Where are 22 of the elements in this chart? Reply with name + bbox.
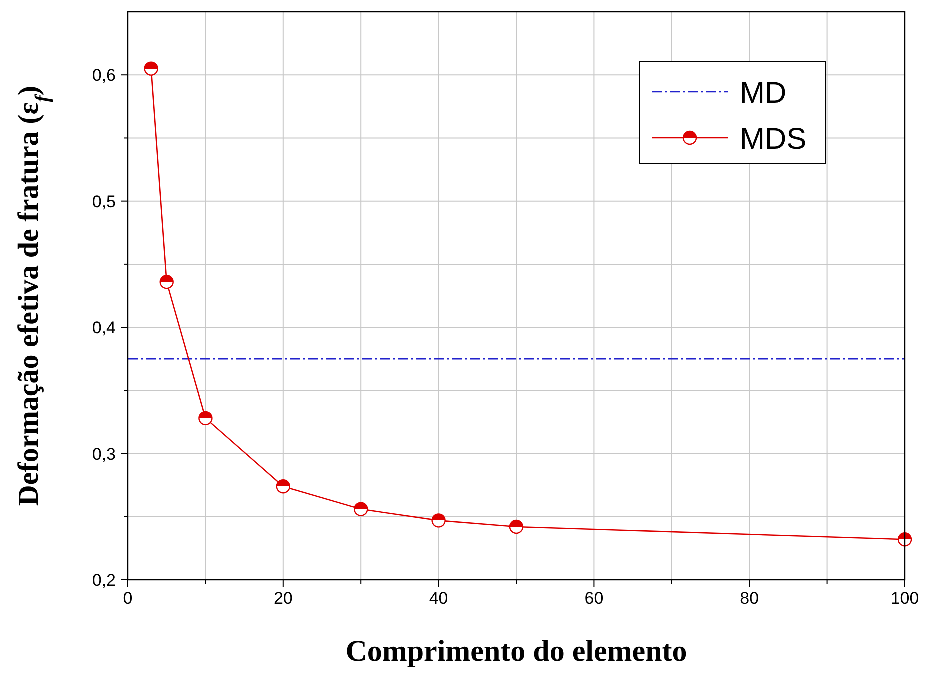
x-tick-label: 20 xyxy=(274,589,293,608)
x-tick-label: 60 xyxy=(584,589,604,608)
point xyxy=(432,514,446,528)
x-tick-label: 40 xyxy=(429,589,448,608)
y-tick-label: 0,5 xyxy=(92,192,116,212)
point xyxy=(898,532,912,547)
point xyxy=(509,520,524,534)
x-tick-label: 100 xyxy=(890,589,920,608)
point xyxy=(276,479,290,494)
point xyxy=(198,411,213,426)
legend-label: MDS xyxy=(740,123,807,156)
x-tick-label: 80 xyxy=(740,589,760,608)
x-axis-title: Comprimento do elemento xyxy=(346,635,688,668)
point xyxy=(144,62,158,76)
point xyxy=(160,275,174,290)
y-tick-label: 0,3 xyxy=(92,444,116,464)
legend-label: MD xyxy=(740,77,787,110)
y-tick-label: 0,2 xyxy=(92,571,116,590)
y-tick-label: 0,6 xyxy=(92,66,116,86)
y-tick-label: 0,4 xyxy=(92,318,116,338)
x-tick-label: 0 xyxy=(123,589,133,608)
point xyxy=(354,502,368,516)
